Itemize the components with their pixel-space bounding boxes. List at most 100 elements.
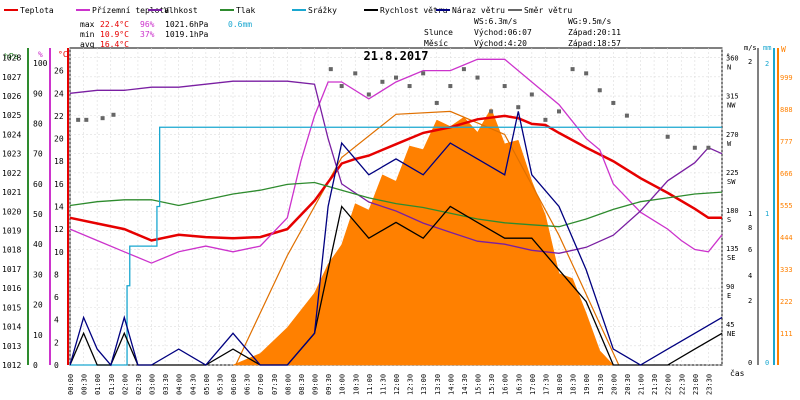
tick-label-time: 13:00 xyxy=(420,374,428,395)
stat-min-hum: 37% xyxy=(140,30,155,39)
series-line-vlhkost xyxy=(69,80,723,254)
tick-label-deg: 315 xyxy=(726,93,739,101)
tick-label-c: 26 xyxy=(54,67,64,76)
tick-label-time: 17:00 xyxy=(529,374,537,395)
tick-label-time: 07:00 xyxy=(257,374,265,395)
legend-label: Teplota xyxy=(20,6,54,15)
wind-direction-point xyxy=(380,79,385,84)
tick-label-c: 4 xyxy=(54,316,59,325)
wind-direction-point xyxy=(434,100,439,105)
tick-label-deg: 360 xyxy=(726,55,739,63)
tick-label-time: 06:00 xyxy=(230,374,238,395)
tick-label-c: 22 xyxy=(54,112,64,121)
wind-direction-point xyxy=(448,84,453,89)
wind-direction-point xyxy=(529,92,534,97)
wind-direction-point xyxy=(584,71,589,76)
tick-label-c: 18 xyxy=(54,157,64,166)
sunset-time: Západ:20:11 xyxy=(568,28,621,37)
tick-label-time: 03:00 xyxy=(149,374,157,395)
wind-direction-point xyxy=(489,109,494,114)
stat-min-temp: 10.9°C xyxy=(100,30,129,39)
tick-label-hpa: 1019 xyxy=(2,227,21,236)
chart-title: 21.8.2017 xyxy=(363,49,428,63)
tick-label-time: 16:30 xyxy=(515,374,523,395)
tick-label-hpa: 1014 xyxy=(2,323,21,332)
axis-title-c: °C xyxy=(58,50,68,59)
tick-label-time: 21:30 xyxy=(651,374,659,395)
wind-direction-point xyxy=(570,67,575,72)
tick-label-time: 12:00 xyxy=(393,374,401,395)
tick-label-ms: 2 xyxy=(748,58,752,66)
tick-label-dir: SW xyxy=(727,178,736,186)
tick-label-w: 444 xyxy=(780,234,793,242)
wind-direction-point xyxy=(543,117,548,122)
stat-max-rain: 0.6mm xyxy=(228,20,252,29)
tick-label-c: 14 xyxy=(54,203,64,212)
tick-label-dir: NE xyxy=(727,330,735,338)
tick-label-time: 14:30 xyxy=(461,374,469,395)
tick-label-time: 08:00 xyxy=(284,374,292,395)
tick-label-dir: W xyxy=(727,140,732,148)
series-line-n-raz-v-tru xyxy=(69,111,723,367)
tick-label-time: 09:00 xyxy=(312,374,320,395)
tick-label-time: 00:30 xyxy=(81,374,89,395)
tick-label-pct: 20 xyxy=(33,301,43,310)
tick-label-w: 333 xyxy=(780,266,793,274)
tick-label-pct: 80 xyxy=(33,119,43,128)
tick-label-time: 15:00 xyxy=(475,374,483,395)
tick-label-hpa: 1017 xyxy=(2,265,21,274)
stat-wind-gust: WG:9.5m/s xyxy=(568,17,612,26)
moonset-time: Západ:18:57 xyxy=(568,39,621,48)
tick-label-mm: 0 xyxy=(765,359,769,367)
tick-label-time: 02:00 xyxy=(121,374,129,395)
tick-label-c: 24 xyxy=(54,89,64,98)
tick-label-c: 2 xyxy=(54,338,59,347)
stat-max-press: 1021.6hPa xyxy=(165,20,209,29)
tick-label-w: 999 xyxy=(780,74,793,82)
wind-direction-point xyxy=(76,117,81,122)
tick-label-hpa: 1025 xyxy=(2,111,21,120)
tick-label-dir: NW xyxy=(727,102,736,110)
tick-label-time: 20:30 xyxy=(624,374,632,395)
wind-direction-point xyxy=(706,145,711,150)
stat-max-temp: 22.4°C xyxy=(100,20,129,29)
axis-title-ms: m/s xyxy=(744,44,757,52)
wind-direction-point xyxy=(84,117,89,122)
tick-label-dir: S xyxy=(727,216,731,224)
tick-label-pct: 10 xyxy=(33,331,43,340)
tick-label-hpa: 1022 xyxy=(2,169,21,178)
tick-label-time: 21:00 xyxy=(638,374,646,395)
tick-label-deg: 135 xyxy=(726,245,739,253)
tick-label-pct: 0 xyxy=(33,361,38,370)
tick-label-pct: 90 xyxy=(33,89,43,98)
tick-label-time: 15:30 xyxy=(488,374,496,395)
moon-label: Měsíc xyxy=(424,39,448,48)
sunrise-time: Východ:06:07 xyxy=(474,28,532,37)
tick-label-time: 20:00 xyxy=(610,374,618,395)
tick-label-hpa: 1026 xyxy=(2,92,21,101)
x-axis-label: čas xyxy=(730,368,745,378)
axis-title-deg: ° xyxy=(726,53,730,61)
tick-label-time: 10:00 xyxy=(339,374,347,395)
tick-label-time: 02:30 xyxy=(135,374,143,395)
tick-label-deg: 270 xyxy=(726,131,739,139)
tick-label-time: 18:30 xyxy=(570,374,578,395)
legend-label: Srážky xyxy=(308,6,337,15)
axis-title-mm: mm xyxy=(763,44,771,52)
tick-label-time: 04:30 xyxy=(189,374,197,395)
tick-label-ms: 6 xyxy=(748,246,752,254)
axis-title-hpa: hPa xyxy=(4,52,19,61)
axis-title-pct: % xyxy=(38,50,43,59)
tick-label-ms: 4 xyxy=(748,272,752,280)
tick-label-hpa: 1028 xyxy=(2,54,21,63)
tick-label-w: 222 xyxy=(780,298,793,306)
tick-label-hpa: 1021 xyxy=(2,188,21,197)
tick-label-time: 01:30 xyxy=(108,374,116,395)
tick-label-w: 111 xyxy=(780,330,793,338)
wind-direction-point xyxy=(394,75,398,80)
tick-label-time: 05:00 xyxy=(203,374,211,395)
tick-label-time: 13:30 xyxy=(434,374,442,395)
tick-label-c: 6 xyxy=(54,293,59,302)
wind-direction-point xyxy=(421,71,426,76)
